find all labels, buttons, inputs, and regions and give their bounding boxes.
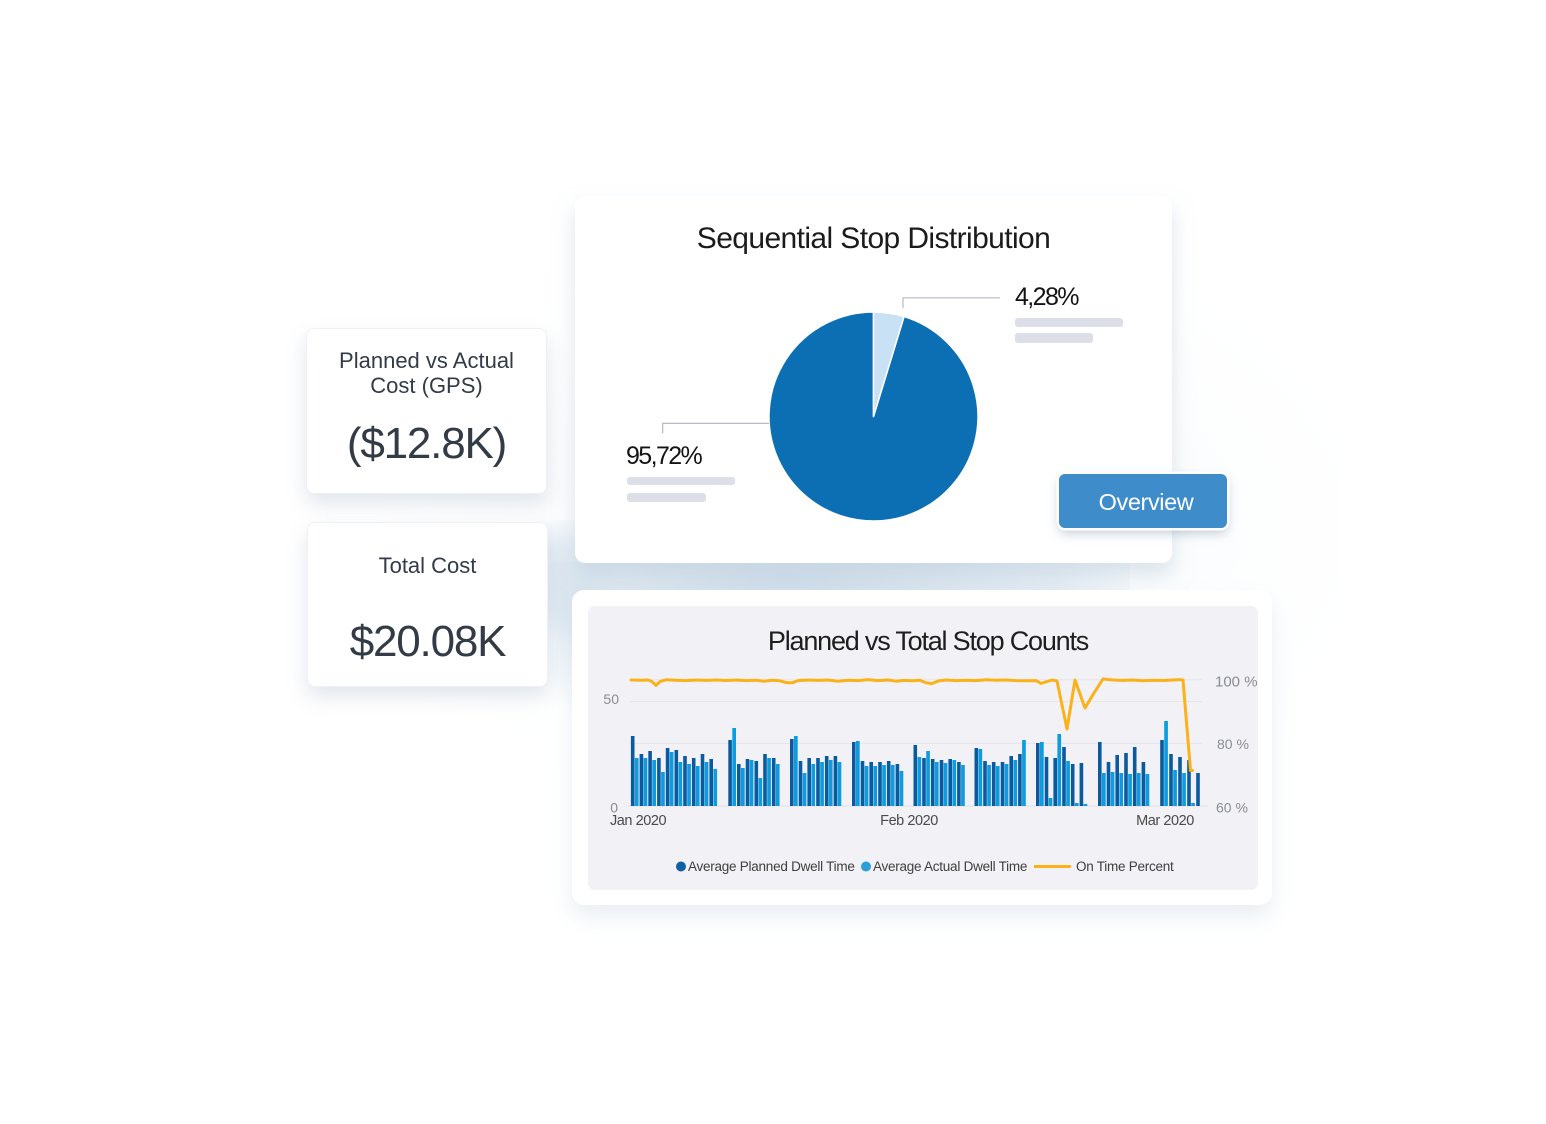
svg-text:60 %: 60 % [1216, 800, 1248, 816]
svg-text:0: 0 [610, 800, 618, 816]
svg-text:Average Actual Dwell Time: Average Actual Dwell Time [873, 859, 1027, 874]
svg-text:50: 50 [603, 691, 619, 707]
svg-text:100 %: 100 % [1215, 674, 1258, 691]
svg-text:Jan 2020: Jan 2020 [610, 813, 666, 829]
svg-text:80 %: 80 % [1217, 736, 1249, 752]
svg-text:Feb 2020: Feb 2020 [880, 813, 938, 829]
svg-text:Average Planned Dwell Time: Average Planned Dwell Time [688, 859, 855, 874]
svg-text:Mar 2020: Mar 2020 [1136, 813, 1194, 829]
svg-text:Planned vs Total Stop Counts: Planned vs Total Stop Counts [768, 626, 1089, 656]
svg-text:On Time Percent: On Time Percent [1076, 859, 1174, 874]
